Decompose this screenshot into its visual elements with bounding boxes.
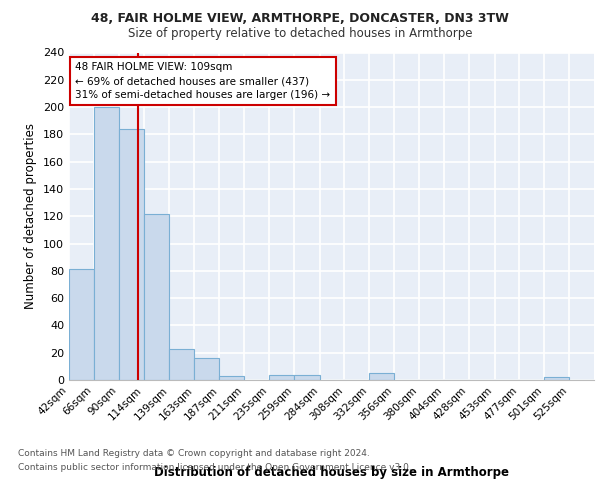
Bar [94, 107, 119, 380]
Bar [219, 376, 244, 380]
Bar [169, 348, 194, 380]
Bar [143, 214, 169, 380]
Text: 48 FAIR HOLME VIEW: 109sqm
← 69% of detached houses are smaller (437)
31% of sem: 48 FAIR HOLME VIEW: 109sqm ← 69% of deta… [75, 62, 331, 100]
Bar [269, 374, 294, 380]
Bar [119, 129, 143, 380]
Text: Size of property relative to detached houses in Armthorpe: Size of property relative to detached ho… [128, 28, 472, 40]
Text: 48, FAIR HOLME VIEW, ARMTHORPE, DONCASTER, DN3 3TW: 48, FAIR HOLME VIEW, ARMTHORPE, DONCASTE… [91, 12, 509, 26]
Text: Contains HM Land Registry data © Crown copyright and database right 2024.: Contains HM Land Registry data © Crown c… [18, 448, 370, 458]
Bar [369, 373, 394, 380]
Bar [294, 374, 320, 380]
Bar [544, 378, 569, 380]
Text: Contains public sector information licensed under the Open Government Licence v3: Contains public sector information licen… [18, 464, 412, 472]
Bar [69, 270, 94, 380]
Y-axis label: Number of detached properties: Number of detached properties [25, 123, 37, 309]
X-axis label: Distribution of detached houses by size in Armthorpe: Distribution of detached houses by size … [154, 466, 509, 479]
Bar [194, 358, 219, 380]
